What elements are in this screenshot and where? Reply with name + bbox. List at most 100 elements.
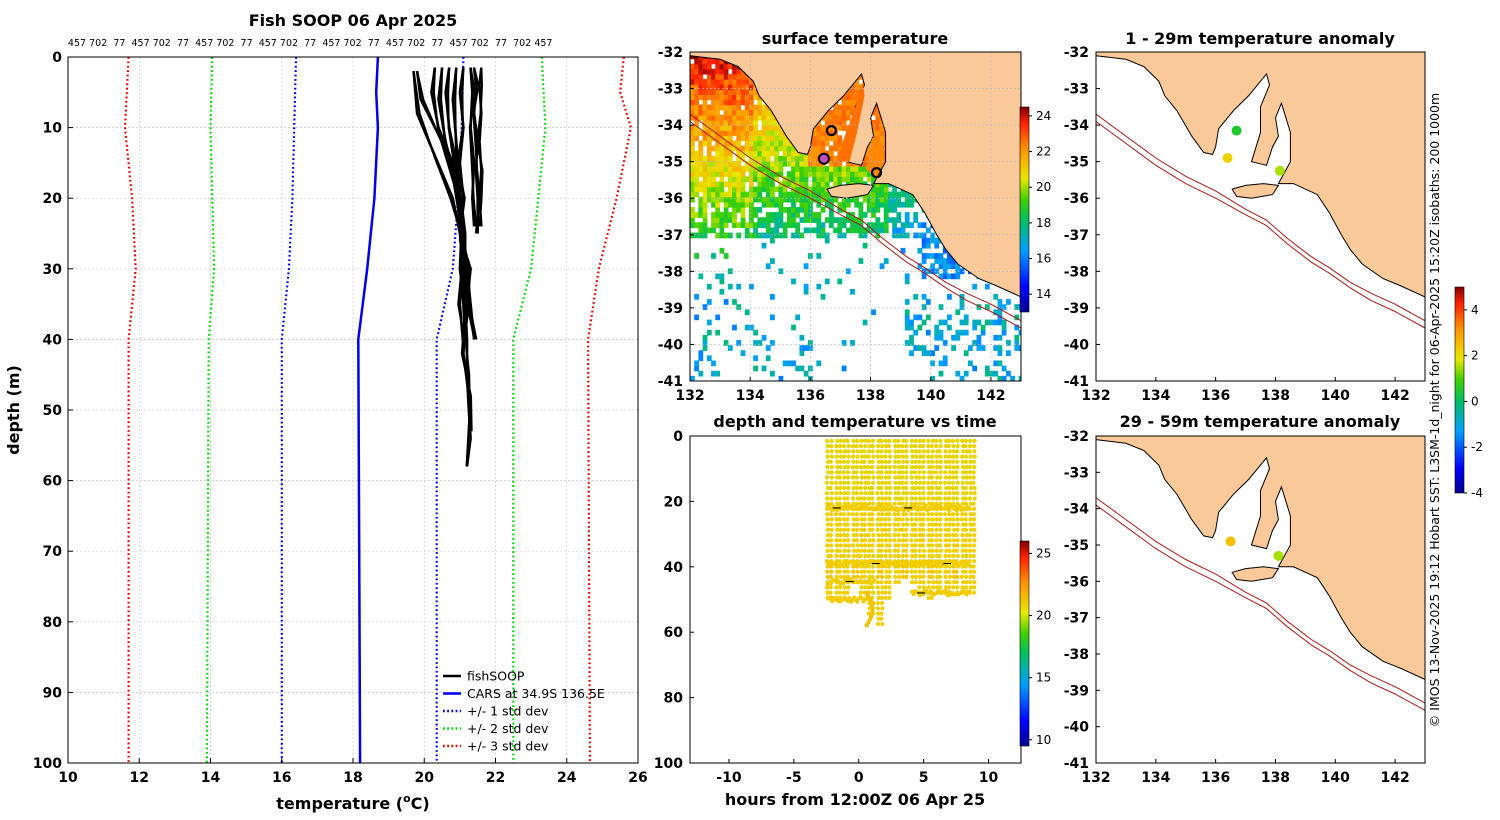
depth-time-point xyxy=(879,438,884,443)
sst-cell xyxy=(736,150,742,157)
depth-time-point xyxy=(960,480,965,485)
depth-time-point xyxy=(938,517,943,522)
depth-time-point xyxy=(934,527,939,532)
depth-time-point xyxy=(841,444,847,449)
profile-ylabel: depth (m) xyxy=(4,365,23,455)
sst-cell xyxy=(740,155,746,162)
sst-cell xyxy=(799,217,805,223)
depth-time-band-point xyxy=(883,562,888,567)
depth-time-point xyxy=(893,454,898,459)
depth-time-point xyxy=(938,465,943,470)
sst-cell xyxy=(947,294,952,300)
depth-time-point xyxy=(955,512,960,517)
sst-cell xyxy=(812,181,817,188)
sst-cell xyxy=(808,191,813,198)
sst-cell xyxy=(702,207,708,213)
depth-time-point xyxy=(863,491,868,496)
sst-cell xyxy=(829,176,834,182)
depth-time-point xyxy=(846,449,851,454)
sst-cell xyxy=(698,145,704,152)
depth-time-point xyxy=(829,517,834,522)
depth-time-point xyxy=(876,538,881,543)
depth-time-point xyxy=(900,517,905,522)
sst-cell xyxy=(904,222,910,228)
sst-cell xyxy=(749,222,754,228)
depth-time-point xyxy=(851,459,856,464)
sst-cell xyxy=(744,125,750,131)
depth-time-band-point xyxy=(945,505,950,509)
sst-cell xyxy=(782,222,788,228)
sst-cell xyxy=(917,247,923,254)
depth-time-band-point xyxy=(967,506,972,511)
depth-time-point xyxy=(934,533,939,538)
sst-cell xyxy=(841,207,847,213)
sst-cell xyxy=(719,84,725,90)
depth-time-point xyxy=(937,449,942,454)
sst-cell xyxy=(875,130,881,136)
depth-time-point xyxy=(892,522,897,527)
sst-cell xyxy=(732,181,737,188)
depth-time-point xyxy=(866,533,871,538)
sst-cell xyxy=(829,212,834,218)
sst-cell xyxy=(892,217,897,223)
sst-cell xyxy=(770,135,775,141)
depth-time-point xyxy=(960,438,965,443)
sst-cell xyxy=(732,84,737,90)
sst-cell xyxy=(702,186,708,193)
sst-cell xyxy=(702,125,708,131)
sst-cell xyxy=(913,232,919,239)
depth-time-point xyxy=(862,574,868,580)
sst-cell xyxy=(723,104,729,111)
anomaly-deep-panel: 29 - 59m temperature anomaly 132 134 136 13… xyxy=(1064,286,1483,786)
depth-time-point xyxy=(901,574,906,580)
depth-time-point xyxy=(972,444,977,449)
depth-time-point xyxy=(942,512,948,517)
sst-cell xyxy=(791,160,796,167)
sst-cell xyxy=(850,217,855,223)
depth-time-point xyxy=(825,543,830,548)
sst-cell xyxy=(749,135,754,141)
sst-cell xyxy=(702,94,708,101)
kangaroo-island xyxy=(1231,566,1280,582)
fishsoop-profile-line xyxy=(468,67,478,227)
depth-time-point xyxy=(934,480,939,485)
sst-cell xyxy=(753,125,758,131)
sst-cell xyxy=(736,79,742,85)
depth-time-point xyxy=(930,501,935,506)
sst-cell xyxy=(803,207,809,213)
depth-time-point xyxy=(930,585,936,590)
depth-time-point xyxy=(947,580,952,585)
sst-cell xyxy=(698,104,704,111)
sst-cell xyxy=(850,89,855,95)
sst-cell xyxy=(896,191,902,198)
anomaly-deep-box xyxy=(1095,435,1426,764)
sst-cell xyxy=(871,135,876,141)
sst-cell xyxy=(896,227,902,234)
depth-time-point xyxy=(920,444,926,449)
depth-time-point xyxy=(920,465,926,470)
depth-time-point xyxy=(866,611,871,616)
sst-cell xyxy=(702,212,708,218)
sst-cell xyxy=(736,191,742,198)
sst-cell xyxy=(765,176,771,182)
depth-time-point xyxy=(837,538,843,543)
sst-cell xyxy=(770,171,775,177)
sst-cell xyxy=(824,181,830,188)
sst-cell xyxy=(732,166,737,172)
depth-time-point xyxy=(835,527,840,532)
depth-time-point xyxy=(842,553,847,559)
depth-time-point xyxy=(951,585,956,590)
sst-cell xyxy=(715,125,721,131)
depth-time-band-point xyxy=(884,559,889,564)
depth-time-point xyxy=(866,543,872,548)
sst-cell xyxy=(791,166,796,172)
sst-cell xyxy=(803,181,809,188)
depth-time-point xyxy=(826,470,831,475)
depth-time-point xyxy=(863,533,868,538)
sst-cell xyxy=(816,253,822,259)
sst-cell xyxy=(862,227,868,234)
sst-cell xyxy=(921,304,927,310)
sst-cell xyxy=(706,104,712,111)
depth-time-point xyxy=(855,459,860,464)
depth-time-point xyxy=(904,449,909,454)
